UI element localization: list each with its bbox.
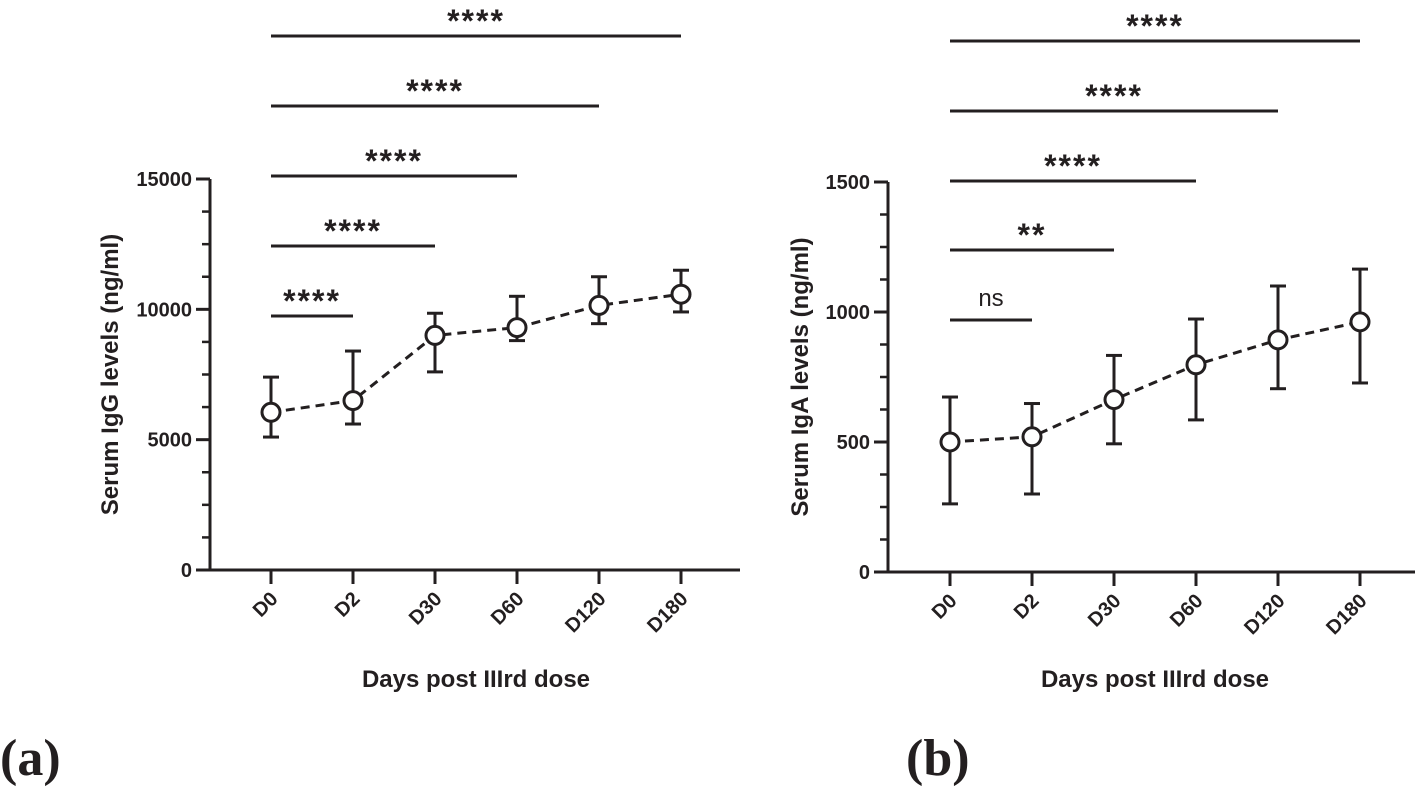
data-point xyxy=(506,317,528,339)
data-point xyxy=(1267,329,1289,351)
y-tick-label: 1000 xyxy=(826,302,871,324)
y-tick-label: 1500 xyxy=(826,172,871,194)
chart-panel-b: 0 500 1000 1500 D0 D2 D30 D60 D120 D180 Serum IgA … xyxy=(787,8,1415,787)
x-tick-label: D0 xyxy=(249,588,283,622)
data-point xyxy=(260,401,282,423)
x-tick-label: D60 xyxy=(487,588,529,630)
x-axis-title: Days post IIIrd dose xyxy=(362,666,590,693)
x-tick-label: D30 xyxy=(405,588,447,630)
x-tick-label: D2 xyxy=(1010,590,1044,624)
data-point xyxy=(424,324,446,346)
data-point xyxy=(588,294,610,316)
y-tick-label: 0 xyxy=(181,560,192,582)
chart-panel-a: 0 5000 10000 15000 D0 D2 D30 D60 D120 D180 Serum I… xyxy=(0,3,740,787)
x-tick-label: D30 xyxy=(1084,590,1126,632)
data-point xyxy=(342,390,364,412)
y-axis-title: Serum IgG levels (ng/ml) xyxy=(97,234,124,515)
data-point xyxy=(670,283,692,305)
data-point xyxy=(1349,311,1371,333)
series-line xyxy=(270,292,682,414)
y-tick-label: 500 xyxy=(837,432,870,454)
significance-label: ** xyxy=(1018,217,1047,253)
x-tick-label: D2 xyxy=(331,588,365,622)
panel-label: (a) xyxy=(0,730,61,787)
y-tick-label: 0 xyxy=(859,562,870,584)
y-tick-label: 15000 xyxy=(136,169,192,191)
x-axis-title: Days post IIIrd dose xyxy=(1041,666,1269,693)
data-point xyxy=(1103,389,1125,411)
x-tick-label: D0 xyxy=(928,590,962,624)
significance-label: **** xyxy=(1044,148,1102,184)
significance-label: **** xyxy=(1085,78,1143,114)
significance-label: **** xyxy=(447,3,505,39)
data-point xyxy=(939,431,961,453)
data-point xyxy=(1185,354,1207,376)
significance-label: **** xyxy=(365,143,423,179)
x-tick-label: D60 xyxy=(1166,590,1208,632)
y-axis-title: Serum IgA levels (ng/ml) xyxy=(787,237,814,516)
x-tick-label: D120 xyxy=(1240,590,1289,639)
significance-label: **** xyxy=(324,213,382,249)
significance-label: **** xyxy=(283,283,341,319)
x-tick-label: D120 xyxy=(561,588,610,637)
y-tick-label: 5000 xyxy=(148,430,193,452)
significance-label: ns xyxy=(978,285,1003,312)
x-tick-label: D180 xyxy=(643,588,692,637)
significance-label: **** xyxy=(1126,8,1184,44)
significance-label: **** xyxy=(406,73,464,109)
panel-label: (b) xyxy=(906,730,970,787)
series-line xyxy=(949,320,1361,444)
y-tick-label: 10000 xyxy=(136,299,192,321)
data-point xyxy=(1021,426,1043,448)
x-tick-label: D180 xyxy=(1322,590,1371,639)
